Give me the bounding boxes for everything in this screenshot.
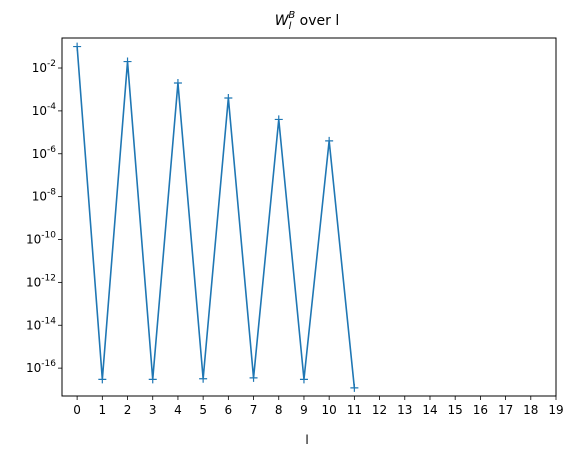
data-point <box>123 57 132 66</box>
x-tick-label: 9 <box>300 403 308 417</box>
x-tick-label: 19 <box>548 403 563 417</box>
title-main: W <box>275 13 290 29</box>
data-point <box>299 375 308 384</box>
x-tick-label: 10 <box>322 403 337 417</box>
data-point <box>73 42 82 51</box>
x-tick-label: 3 <box>149 403 157 417</box>
chart-title: WlB over l <box>275 10 340 32</box>
x-axis-label: l <box>305 433 308 447</box>
x-tick-label: 7 <box>250 403 258 417</box>
x-tick-label: 13 <box>397 403 412 417</box>
y-tick-label: 10-12 <box>26 273 56 289</box>
x-tick-label: 1 <box>99 403 107 417</box>
title-rest: over l <box>295 13 339 29</box>
x-tick-label: 12 <box>372 403 387 417</box>
y-tick-label: 10-6 <box>32 145 57 161</box>
title-subscript: l <box>289 21 292 32</box>
title-superscript: B <box>288 10 295 21</box>
data-point <box>173 78 182 87</box>
data-point <box>350 383 359 392</box>
x-tick-label: 16 <box>473 403 488 417</box>
x-tick-label: 2 <box>124 403 132 417</box>
plot-area <box>73 42 359 392</box>
series-line <box>76 46 356 388</box>
data-point <box>199 374 208 383</box>
x-tick-label: 5 <box>199 403 207 417</box>
y-tick-label: 10-16 <box>26 359 56 375</box>
data-point <box>249 373 258 382</box>
data-point <box>224 93 233 102</box>
x-tick-label: 11 <box>347 403 362 417</box>
x-tick-label: 14 <box>422 403 437 417</box>
x-tick-label: 18 <box>523 403 538 417</box>
data-point <box>98 375 107 384</box>
axes-frame <box>61 37 557 397</box>
data-point <box>274 115 283 124</box>
x-tick-label: 8 <box>275 403 283 417</box>
y-axis: 10-2 10-4 10-6 10-8 10-10 10-12 10-14 10-16 <box>26 59 62 375</box>
y-tick-label: 10-4 <box>32 102 57 118</box>
y-tick-label: 10-10 <box>26 231 56 247</box>
y-tick-label: 10-2 <box>32 59 56 75</box>
x-tick-label: 17 <box>498 403 513 417</box>
x-axis: 0 1 2 3 4 5 6 7 8 9 10 11 12 13 14 15 16 17 18 19 <box>73 396 564 417</box>
x-tick-label: 4 <box>174 403 182 417</box>
data-point <box>325 136 334 145</box>
x-tick-label: 15 <box>448 403 463 417</box>
x-tick-label: 6 <box>225 403 233 417</box>
y-tick-label: 10-14 <box>26 316 56 332</box>
data-point <box>148 375 157 384</box>
x-tick-label: 0 <box>73 403 81 417</box>
y-tick-label: 10-8 <box>32 188 57 204</box>
